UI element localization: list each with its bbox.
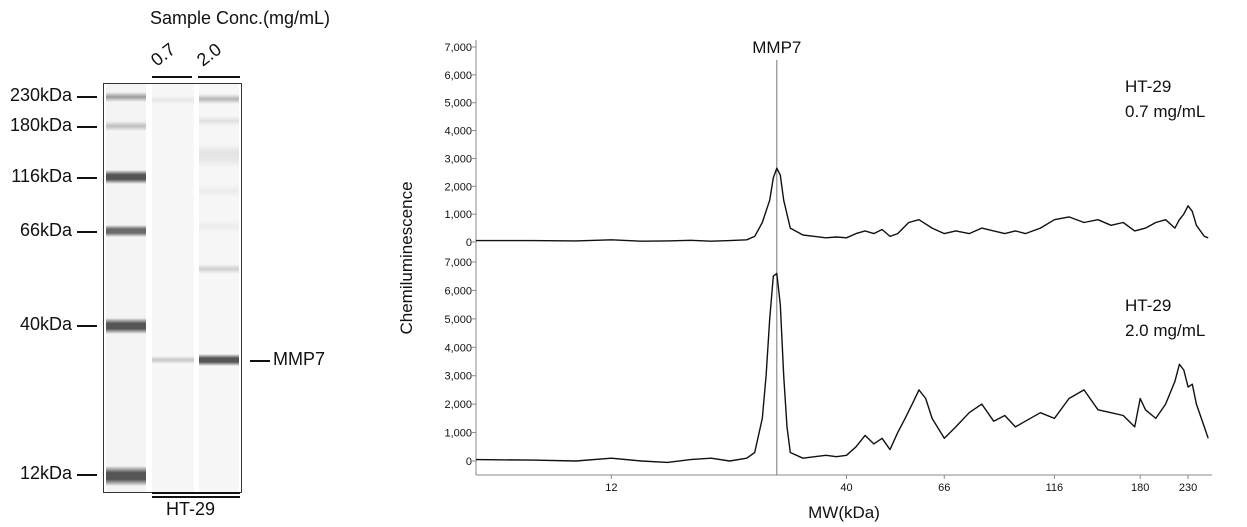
x-tick-label: 12 [605,482,617,494]
lane2-band-180 [199,116,239,126]
y-tick-label: 3,000 [444,153,472,165]
y-tick-label: 7,000 [444,42,472,54]
y-tick-label: 5,000 [444,314,472,326]
x-tick-label: 66 [938,482,950,494]
x-tick-label: 230 [1179,482,1197,494]
lane2-band-smear-c [199,219,239,233]
lane-label-1: 0.7 [147,39,180,71]
lane1-band-top [152,96,194,104]
y-tick-label: 0 [466,237,472,249]
ladder-label-180: 180kDa [9,115,72,135]
x-axis-title: MW(kDa) [808,503,880,522]
ladder-label-12: 12kDa [19,463,72,483]
ladder-band-12 [106,466,146,486]
ladder-lane [106,84,146,492]
legend-concentration: 2.0 mg/mL [1125,321,1205,340]
y-tick-label: 3,000 [444,371,472,383]
ladder-band-230 [106,92,146,102]
y-axis-title: Chemiluminescence [397,181,416,334]
ladder-tick-180 [77,126,97,128]
y-tick-label: 2,000 [444,181,472,193]
lane-underline-1 [152,76,192,78]
mmp7-gel-tick [250,360,270,362]
ladder-band-40 [106,318,146,334]
cell-line-underline-1 [152,492,240,494]
y-tick-label: 6,000 [444,285,472,297]
series-line [476,167,1209,242]
ladder-tick-116 [77,177,97,179]
lane1-band-mmp7 [152,356,194,364]
lane-underline-2 [198,76,240,78]
y-tick-label: 4,000 [444,342,472,354]
y-tick-label: 5,000 [444,98,472,110]
ladder-label-230: 230kDa [9,85,72,105]
ladder-band-116 [106,170,146,184]
cell-line-label: HT-29 [166,499,216,519]
ladder-label-66: 66kDa [19,220,72,240]
lane2-band-55 [199,264,239,274]
y-tick-label: 1,000 [444,209,472,221]
legend-concentration: 0.7 mg/mL [1125,102,1205,121]
legend-sample-name: HT-29 [1125,77,1171,96]
x-tick-label: 180 [1131,482,1149,494]
ladder-band-66 [106,225,146,237]
blot-image [103,83,242,493]
lane2-band-smear-b [199,184,239,198]
y-tick-label: 1,000 [444,428,472,440]
sample-lane-2-0 [199,84,239,492]
ladder-tick-40 [77,325,97,327]
x-tick-label: 40 [840,482,852,494]
mmp7-marker-label: MMP7 [752,38,801,57]
x-tick-label: 116 [1046,482,1064,494]
sample-lane-0-7 [152,84,194,492]
chart-root: 0 1,000 2,000 3,000 4,000 5,000 6,000 7,000 0 1,0… [397,38,1212,522]
sample-conc-title: Sample Conc.(mg/mL) [150,8,331,28]
legend-sample-name: HT-29 [1125,296,1171,315]
mmp7-gel-label: MMP7 [273,349,326,369]
lane2-band-mmp7 [199,354,239,366]
y-tick-label: 6,000 [444,70,472,82]
ladder-band-180 [106,121,146,131]
cell-line-underline-2 [152,496,240,498]
y-tick-label: 2,000 [444,399,472,411]
y-tick-label: 0 [466,456,472,468]
ladder-tick-66 [77,231,97,233]
ladder-tick-230 [77,96,97,98]
y-tick-label: 7,000 [444,257,472,269]
lane-label-2: 2.0 [193,39,226,71]
gel-panel: Sample Conc.(mg/mL) 0.7 2.0 230kDa 180kD… [0,0,380,527]
lane2-band-smear-a [199,144,239,168]
series-line [475,272,1209,464]
ladder-label-40: 40kDa [19,314,72,334]
electropherogram-chart: 0 1,000 2,000 3,000 4,000 5,000 6,000 7,000 0 1,0… [397,38,1212,522]
ladder-tick-12 [77,474,97,476]
ladder-label-116: 116kDa [11,166,72,186]
lane2-band-230 [199,94,239,104]
y-tick-label: 4,000 [444,126,472,138]
